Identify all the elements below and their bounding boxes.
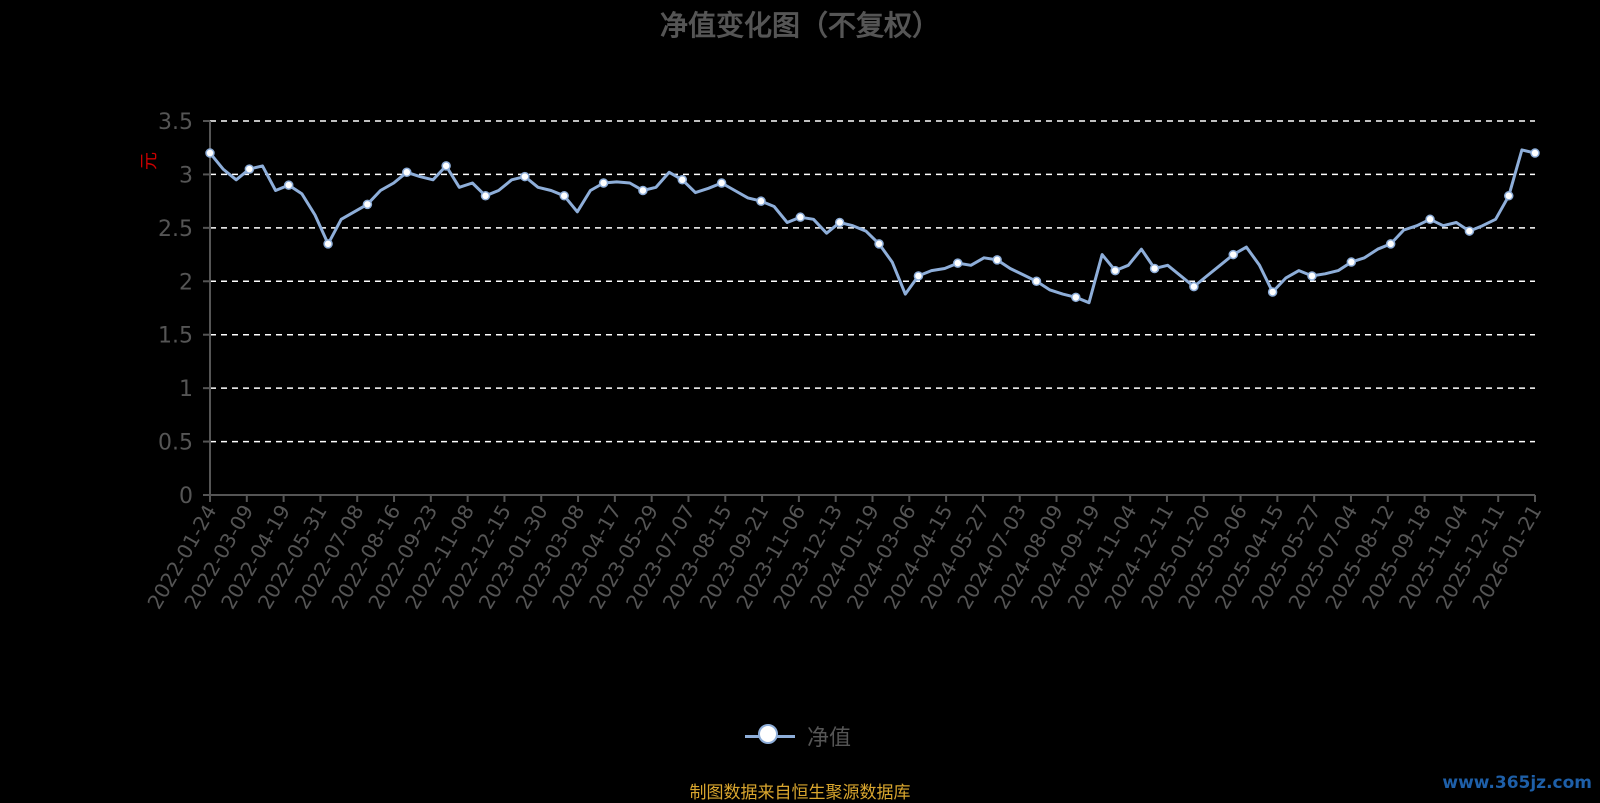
y-tick-label: 2.5 [158, 217, 193, 242]
data-point [1385, 239, 1396, 249]
data-point [1228, 249, 1239, 260]
data-point [795, 212, 806, 222]
chart-title: 净值变化图（不复权） [659, 9, 940, 42]
data-point [1031, 276, 1042, 287]
data-point [205, 148, 215, 158]
data-point [1071, 292, 1081, 303]
data-point [323, 239, 333, 249]
data-point [1307, 271, 1317, 281]
data-point [638, 185, 648, 196]
y-tick-label: 1.5 [158, 324, 193, 349]
y-unit-label: 元 [139, 152, 160, 170]
legend-label: 净值 [807, 726, 852, 751]
y-tick-label: 1 [179, 377, 193, 402]
watermark: www.365jz.com [1442, 773, 1592, 793]
data-point [1189, 281, 1199, 292]
data-point [1530, 148, 1540, 158]
source-note: 制图数据来自恒生聚源数据库 [689, 783, 911, 803]
data-point [913, 271, 924, 281]
data-point [834, 217, 845, 228]
y-tick-label: 0.5 [158, 431, 193, 456]
data-point [953, 258, 963, 268]
data-point [520, 171, 530, 182]
data-point [756, 196, 766, 206]
y-tick-label: 0 [179, 484, 193, 509]
data-point [992, 255, 1002, 265]
data-point [1149, 263, 1160, 274]
data-point [1346, 257, 1357, 267]
legend-circle-icon [758, 723, 778, 744]
data-point [1504, 191, 1514, 201]
y-tick-label: 3.5 [158, 110, 193, 135]
data-point [598, 178, 609, 188]
data-point [1267, 287, 1278, 297]
y-tick-label: 3 [179, 163, 193, 188]
data-point [362, 199, 373, 210]
data-point [1464, 226, 1475, 236]
data-point [244, 164, 255, 174]
data-point [874, 239, 884, 249]
data-point [283, 180, 294, 190]
data-point [1110, 265, 1120, 276]
line-chart: 00.511.522.533.5元2022-01-242022-03-09202… [139, 110, 1546, 613]
data-point [677, 175, 688, 185]
y-tick-label: 2 [179, 270, 193, 295]
data-point [402, 167, 412, 178]
data-point [441, 161, 451, 171]
legend[interactable]: 净值 [745, 720, 851, 752]
legend-line-icon [745, 723, 795, 744]
data-point [1425, 214, 1435, 225]
data-point [480, 191, 491, 201]
data-point [716, 178, 727, 188]
data-point [559, 191, 569, 201]
